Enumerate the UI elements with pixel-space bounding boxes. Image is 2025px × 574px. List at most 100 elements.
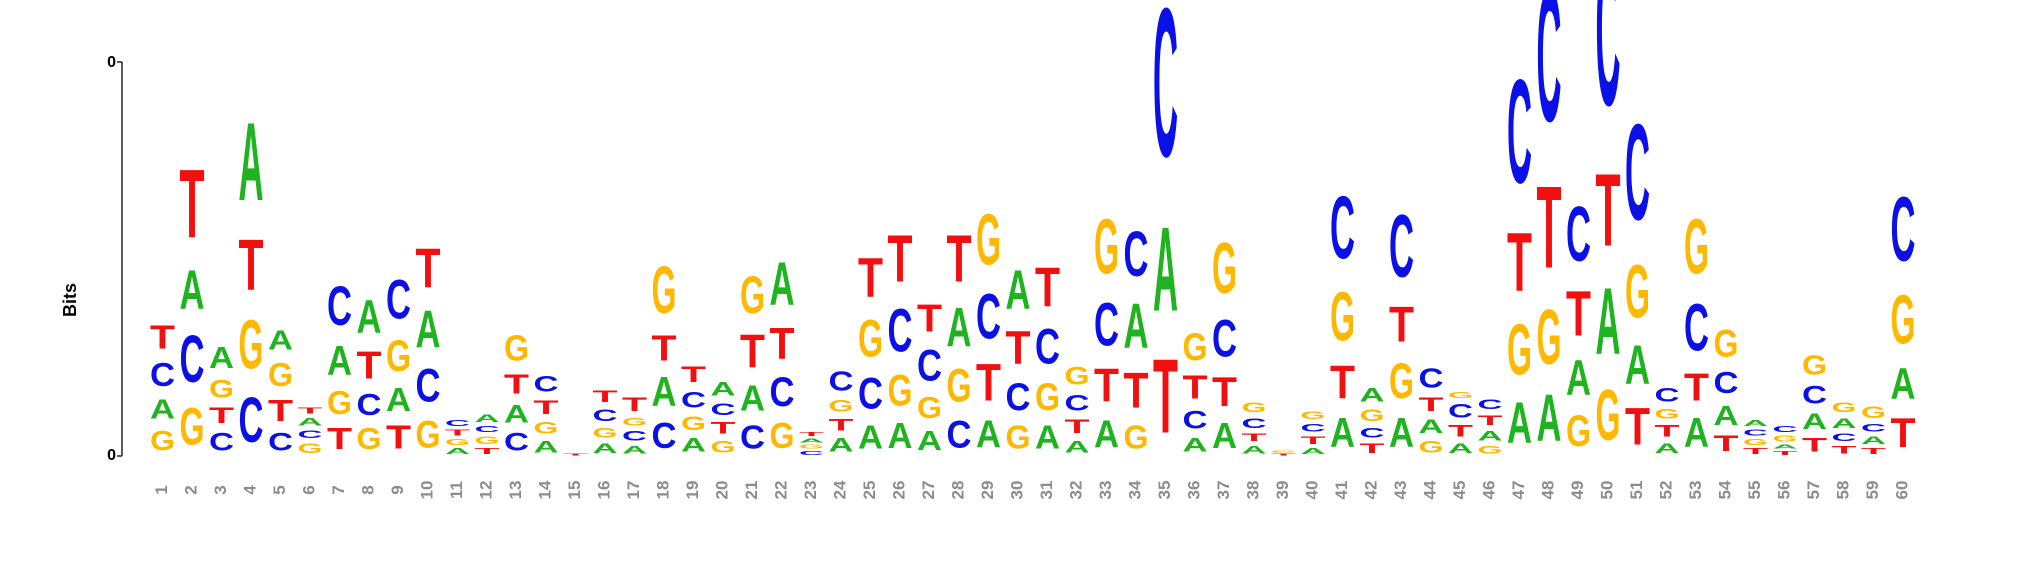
position-label: 24 <box>830 480 849 499</box>
logo-letter-t: T <box>209 403 234 428</box>
logo-letter-t: T <box>1212 369 1237 416</box>
logo-letter-g: G <box>593 425 618 440</box>
logo-letter-g: G <box>180 397 205 456</box>
logo-letter-t: T <box>1389 296 1414 353</box>
logo-letter-t: T <box>947 221 972 296</box>
logo-letter-a: A <box>1006 259 1031 322</box>
logo-letter-a: A <box>1832 415 1857 431</box>
logo-letter-t: T <box>710 419 735 438</box>
logo-letter-g: G <box>386 332 411 381</box>
logo-letter-g: G <box>711 438 736 456</box>
logo-letter-c: C <box>622 428 647 444</box>
position-label: 44 <box>1420 480 1439 499</box>
position-label: 40 <box>1302 481 1321 500</box>
logo-letter-t: T <box>180 149 205 259</box>
logo-letter-c: C <box>475 425 500 434</box>
logo-letter-a: A <box>917 425 942 456</box>
logo-letter-c: C <box>1242 415 1267 431</box>
logo-letter-a: A <box>976 412 1001 455</box>
logo-letter-t: T <box>268 393 293 428</box>
position-label: 47 <box>1509 481 1528 500</box>
logo-letter-t: T <box>1360 441 1385 457</box>
logo-letter-c: C <box>1153 0 1178 202</box>
logo-letter-g: G <box>1596 374 1621 455</box>
logo-letter-a: A <box>651 369 676 416</box>
position-label: 32 <box>1066 481 1085 500</box>
logo-letter-t: T <box>1271 453 1296 456</box>
logo-letter-g: G <box>622 416 647 429</box>
position-label: 30 <box>1007 481 1026 500</box>
logo-letter-g: G <box>917 391 942 425</box>
logo-letter-a: A <box>1655 440 1680 456</box>
position-label: 3 <box>211 485 230 494</box>
logo-letter-g: G <box>474 434 499 447</box>
logo-letter-a: A <box>297 416 322 428</box>
logo-letter-c: C <box>947 412 972 455</box>
logo-letter-g: G <box>1419 438 1444 456</box>
logo-letter-c: C <box>1743 428 1768 437</box>
logo-letter-g: G <box>1477 444 1502 457</box>
logo-letter-g: G <box>1271 450 1296 453</box>
logo-letter-c: C <box>740 419 765 456</box>
position-label: 26 <box>889 481 908 500</box>
logo-letter-c: C <box>268 429 293 456</box>
position-label: 48 <box>1538 481 1557 500</box>
position-label: 25 <box>860 481 879 500</box>
position-label: 15 <box>565 481 584 500</box>
position-label: 6 <box>299 485 318 494</box>
logo-letter-g: G <box>298 441 323 456</box>
logo-letter-g: G <box>1625 251 1650 334</box>
logo-letter-g: G <box>445 437 470 446</box>
logo-letter-g: G <box>652 253 677 328</box>
logo-letter-c: C <box>1507 49 1532 214</box>
logo-letter-t: T <box>386 418 411 456</box>
logo-letter-t: T <box>1300 434 1325 446</box>
logo-letter-a: A <box>150 394 175 425</box>
logo-letter-c: C <box>799 450 824 456</box>
logo-letter-t: T <box>858 248 883 310</box>
logo-letter-c: C <box>239 383 264 455</box>
logo-letter-a: A <box>593 440 618 456</box>
logo-letter-c: C <box>1124 217 1149 289</box>
logo-letter-t: T <box>1035 257 1060 319</box>
logo-letter-g: G <box>1448 390 1473 399</box>
position-label: 21 <box>742 481 761 500</box>
logo-letter-g: G <box>1389 353 1414 409</box>
y-tick-label-bottom: 0 <box>107 447 116 464</box>
letter-stack: T <box>563 453 588 456</box>
logo-letter-g: G <box>1655 407 1680 422</box>
logo-letter-a: A <box>445 447 470 456</box>
logo-letter-t: T <box>563 453 588 456</box>
logo-letter-g: G <box>534 419 559 437</box>
position-label: 42 <box>1361 481 1380 500</box>
logo-letter-c: C <box>297 428 322 440</box>
logo-letter-a: A <box>1478 428 1503 444</box>
position-label: 52 <box>1656 481 1675 500</box>
logo-letter-a: A <box>828 434 853 456</box>
logo-letter-a: A <box>1714 400 1739 431</box>
position-label: 12 <box>476 481 495 500</box>
position-label: 45 <box>1450 481 1469 500</box>
logo-letter-t: T <box>1537 161 1562 293</box>
position-label: 60 <box>1892 481 1911 500</box>
logo-letter-a: A <box>1065 437 1090 456</box>
logo-letter-c: C <box>858 369 883 418</box>
logo-letter-t: T <box>740 326 765 379</box>
position-label: 53 <box>1686 481 1705 500</box>
